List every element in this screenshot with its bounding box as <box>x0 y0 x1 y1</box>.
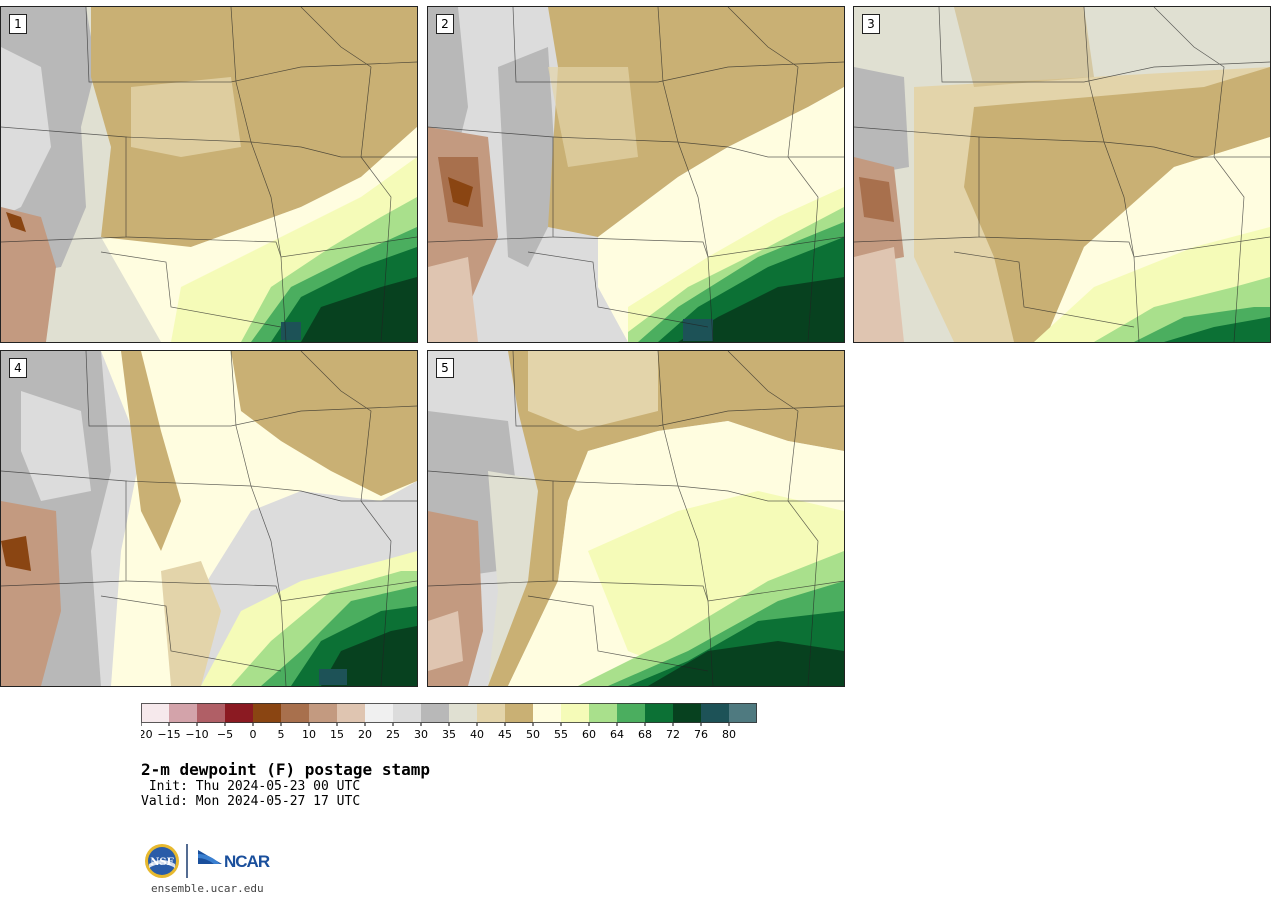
colorbar-swatches <box>141 703 757 723</box>
colorbar-tick-label: 35 <box>442 728 456 741</box>
nsf-ncar-logos: NSF NCAR <box>145 844 271 878</box>
colorbar-swatch <box>505 703 533 723</box>
stamp-number-4: 4 <box>9 358 27 378</box>
valid-time: Valid: Mon 2024-05-27 17 UTC <box>141 794 361 809</box>
colorbar-swatch <box>393 703 421 723</box>
stamp-number-2: 2 <box>436 14 454 34</box>
site-url: ensemble.ucar.edu <box>151 882 264 895</box>
colorbar-swatch <box>421 703 449 723</box>
colorbar-tick-label: 5 <box>278 728 285 741</box>
stamp-panel-5[interactable]: 5 <box>427 350 845 687</box>
colorbar-swatch <box>365 703 393 723</box>
colorbar-tick-label: 64 <box>610 728 624 741</box>
colorbar-swatch <box>589 703 617 723</box>
stamp-number-1: 1 <box>9 14 27 34</box>
dewpoint-map-4 <box>1 351 417 686</box>
colorbar-tick-label: 60 <box>582 728 596 741</box>
colorbar-tick-label: 68 <box>638 728 652 741</box>
colorbar-tick-label: 72 <box>666 728 680 741</box>
colorbar-swatch <box>253 703 281 723</box>
product-title: 2-m dewpoint (F) postage stamp <box>141 760 430 779</box>
colorbar-swatch <box>309 703 337 723</box>
colorbar-tick-label: 50 <box>526 728 540 741</box>
dewpoint-colorbar: −20 −15 −10 −5 0 5 10 15 20 25 30 35 40 45 50 55 60 64 68 7… <box>141 703 757 741</box>
dewpoint-map-2 <box>428 7 844 342</box>
colorbar-tick-label: 20 <box>358 728 372 741</box>
colorbar-swatch <box>197 703 225 723</box>
stamp-number-3: 3 <box>862 14 880 34</box>
colorbar-swatch <box>281 703 309 723</box>
colorbar-swatch <box>477 703 505 723</box>
colorbar-swatch <box>449 703 477 723</box>
ncar-logo: NCAR <box>198 850 271 871</box>
colorbar-tick-label: −5 <box>217 728 233 741</box>
colorbar-swatch <box>561 703 589 723</box>
init-time: Init: Thu 2024-05-23 00 UTC <box>141 779 361 794</box>
colorbar-swatch <box>673 703 701 723</box>
colorbar-frame <box>141 703 757 723</box>
nsf-logo: NSF <box>145 844 179 878</box>
colorbar-swatch <box>701 703 729 723</box>
colorbar-swatch <box>533 703 561 723</box>
colorbar-tick-label: 76 <box>694 728 708 741</box>
colorbar-swatch <box>617 703 645 723</box>
colorbar-tick-label: 30 <box>414 728 428 741</box>
colorbar-tick-label: 45 <box>498 728 512 741</box>
colorbar-swatch <box>141 703 169 723</box>
dewpoint-map-5 <box>428 351 844 686</box>
dewpoint-map-1 <box>1 7 417 342</box>
colorbar-tick-label: −20 <box>141 728 153 741</box>
colorbar-swatch <box>645 703 673 723</box>
colorbar-swatch <box>225 703 253 723</box>
stamp-panel-3[interactable]: 3 <box>853 6 1271 343</box>
colorbar-tick-label: 10 <box>302 728 316 741</box>
colorbar-swatch <box>169 703 197 723</box>
colorbar-swatch <box>729 703 757 723</box>
colorbar-tick-label: −15 <box>157 728 180 741</box>
colorbar-tick-label: 25 <box>386 728 400 741</box>
stamp-number-5: 5 <box>436 358 454 378</box>
colorbar-ticks: −20 −15 −10 −5 0 5 10 15 20 25 30 35 40 45 50 55 60 64 68 7… <box>141 723 736 741</box>
ncar-logo-text: NCAR <box>224 852 270 871</box>
colorbar-tick-label: 55 <box>554 728 568 741</box>
stamp-panel-2[interactable]: 2 <box>427 6 845 343</box>
colorbar-tick-label: 15 <box>330 728 344 741</box>
colorbar-swatch <box>337 703 365 723</box>
colorbar-tick-label: 80 <box>722 728 736 741</box>
colorbar-tick-label: 0 <box>250 728 257 741</box>
nsf-logo-text: NSF <box>150 857 173 868</box>
colorbar-tick-label: 40 <box>470 728 484 741</box>
colorbar-tick-label: −10 <box>185 728 208 741</box>
stamp-panel-4[interactable]: 4 <box>0 350 418 687</box>
stamp-panel-1[interactable]: 1 <box>0 6 418 343</box>
dewpoint-map-3 <box>854 7 1270 342</box>
